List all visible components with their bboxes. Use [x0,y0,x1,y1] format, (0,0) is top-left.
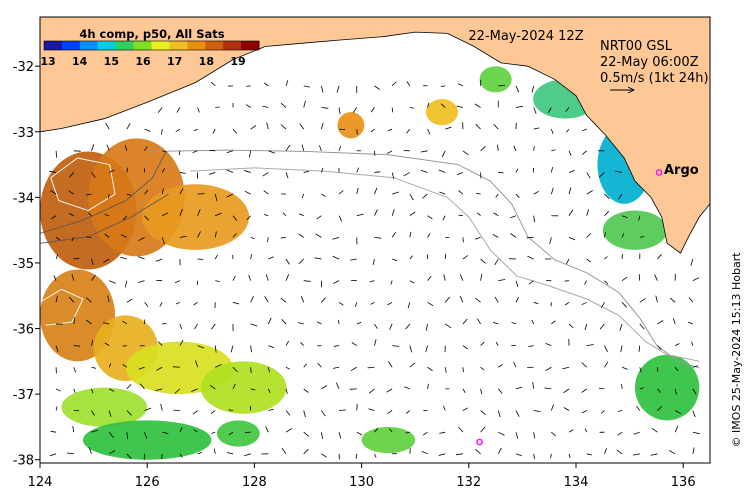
x-tick-label: 130 [349,475,374,490]
colorbar-cell [223,41,241,50]
current-vector [498,85,505,86]
current-vector [374,151,375,156]
x-tick-label: 136 [671,475,696,490]
scale-label: 0.5m/s (1kt 24h) [600,71,709,86]
y-tick-label: -36 [13,323,34,338]
current-vector [56,151,57,158]
current-vector [251,367,252,373]
current-vector [109,194,110,199]
sst-patch [480,66,512,92]
credit-label: © IMOS 25-May-2024 15:13 Hobart [730,252,743,448]
time-label: 22-May 06:00Z [600,55,699,70]
current-vector [459,215,463,216]
colorbar-cell [152,41,170,50]
product-label: NRT00 GSL [600,39,673,54]
colorbar-cell [98,41,116,50]
y-tick-label: -38 [13,454,34,469]
colorbar-title: 4h comp, p50, All Sats [79,27,224,41]
argo-label: Argo [664,163,699,178]
sst-patch [362,427,416,453]
colorbar-scale [44,41,260,50]
current-vector [173,367,180,368]
colorbar-cell [187,41,205,50]
x-axis: 124 126 128 130 132 134 136 [28,463,696,490]
colorbar-tick-label: 19 [230,55,245,68]
colorbar-cell [80,41,98,50]
sst-patch [603,210,667,249]
y-tick-label: -34 [13,191,34,206]
y-tick-label: -35 [13,257,34,272]
colorbar-tick-label: 14 [72,55,88,68]
colorbar-cell [62,41,80,50]
colorbar-cell [205,41,223,50]
sst-patch [426,99,458,125]
y-tick-label: -32 [13,60,34,75]
colorbar-tick-label: 16 [135,55,151,68]
colorbar-tick-label: 13 [40,55,55,68]
colorbar-cell [241,41,259,50]
current-vector [162,454,163,459]
y-axis: -32 -33 -34 -35 -36 -37 -38 [13,60,40,469]
colorbar-cell [44,41,62,50]
x-tick-label: 134 [564,475,589,490]
colorbar-cell [116,41,134,50]
x-tick-label: 124 [28,475,53,490]
sst-patch [337,112,364,138]
colorbar-cell [169,41,187,50]
current-vector [357,129,358,134]
colorbar-tick-label: 15 [104,55,119,68]
x-tick-label: 128 [242,475,267,490]
y-tick-label: -37 [13,388,34,403]
colorbar-tick-label: 18 [199,55,214,68]
colorbar-tick-label: 17 [167,55,182,68]
sst-patch [83,420,212,459]
current-vector [565,281,569,282]
x-tick-label: 132 [456,475,481,490]
colorbar-cell [134,41,152,50]
y-tick-label: -33 [13,126,34,141]
sst-patch [217,420,260,446]
date-label: 22-May-2024 12Z [468,29,583,44]
x-tick-label: 126 [135,475,160,490]
